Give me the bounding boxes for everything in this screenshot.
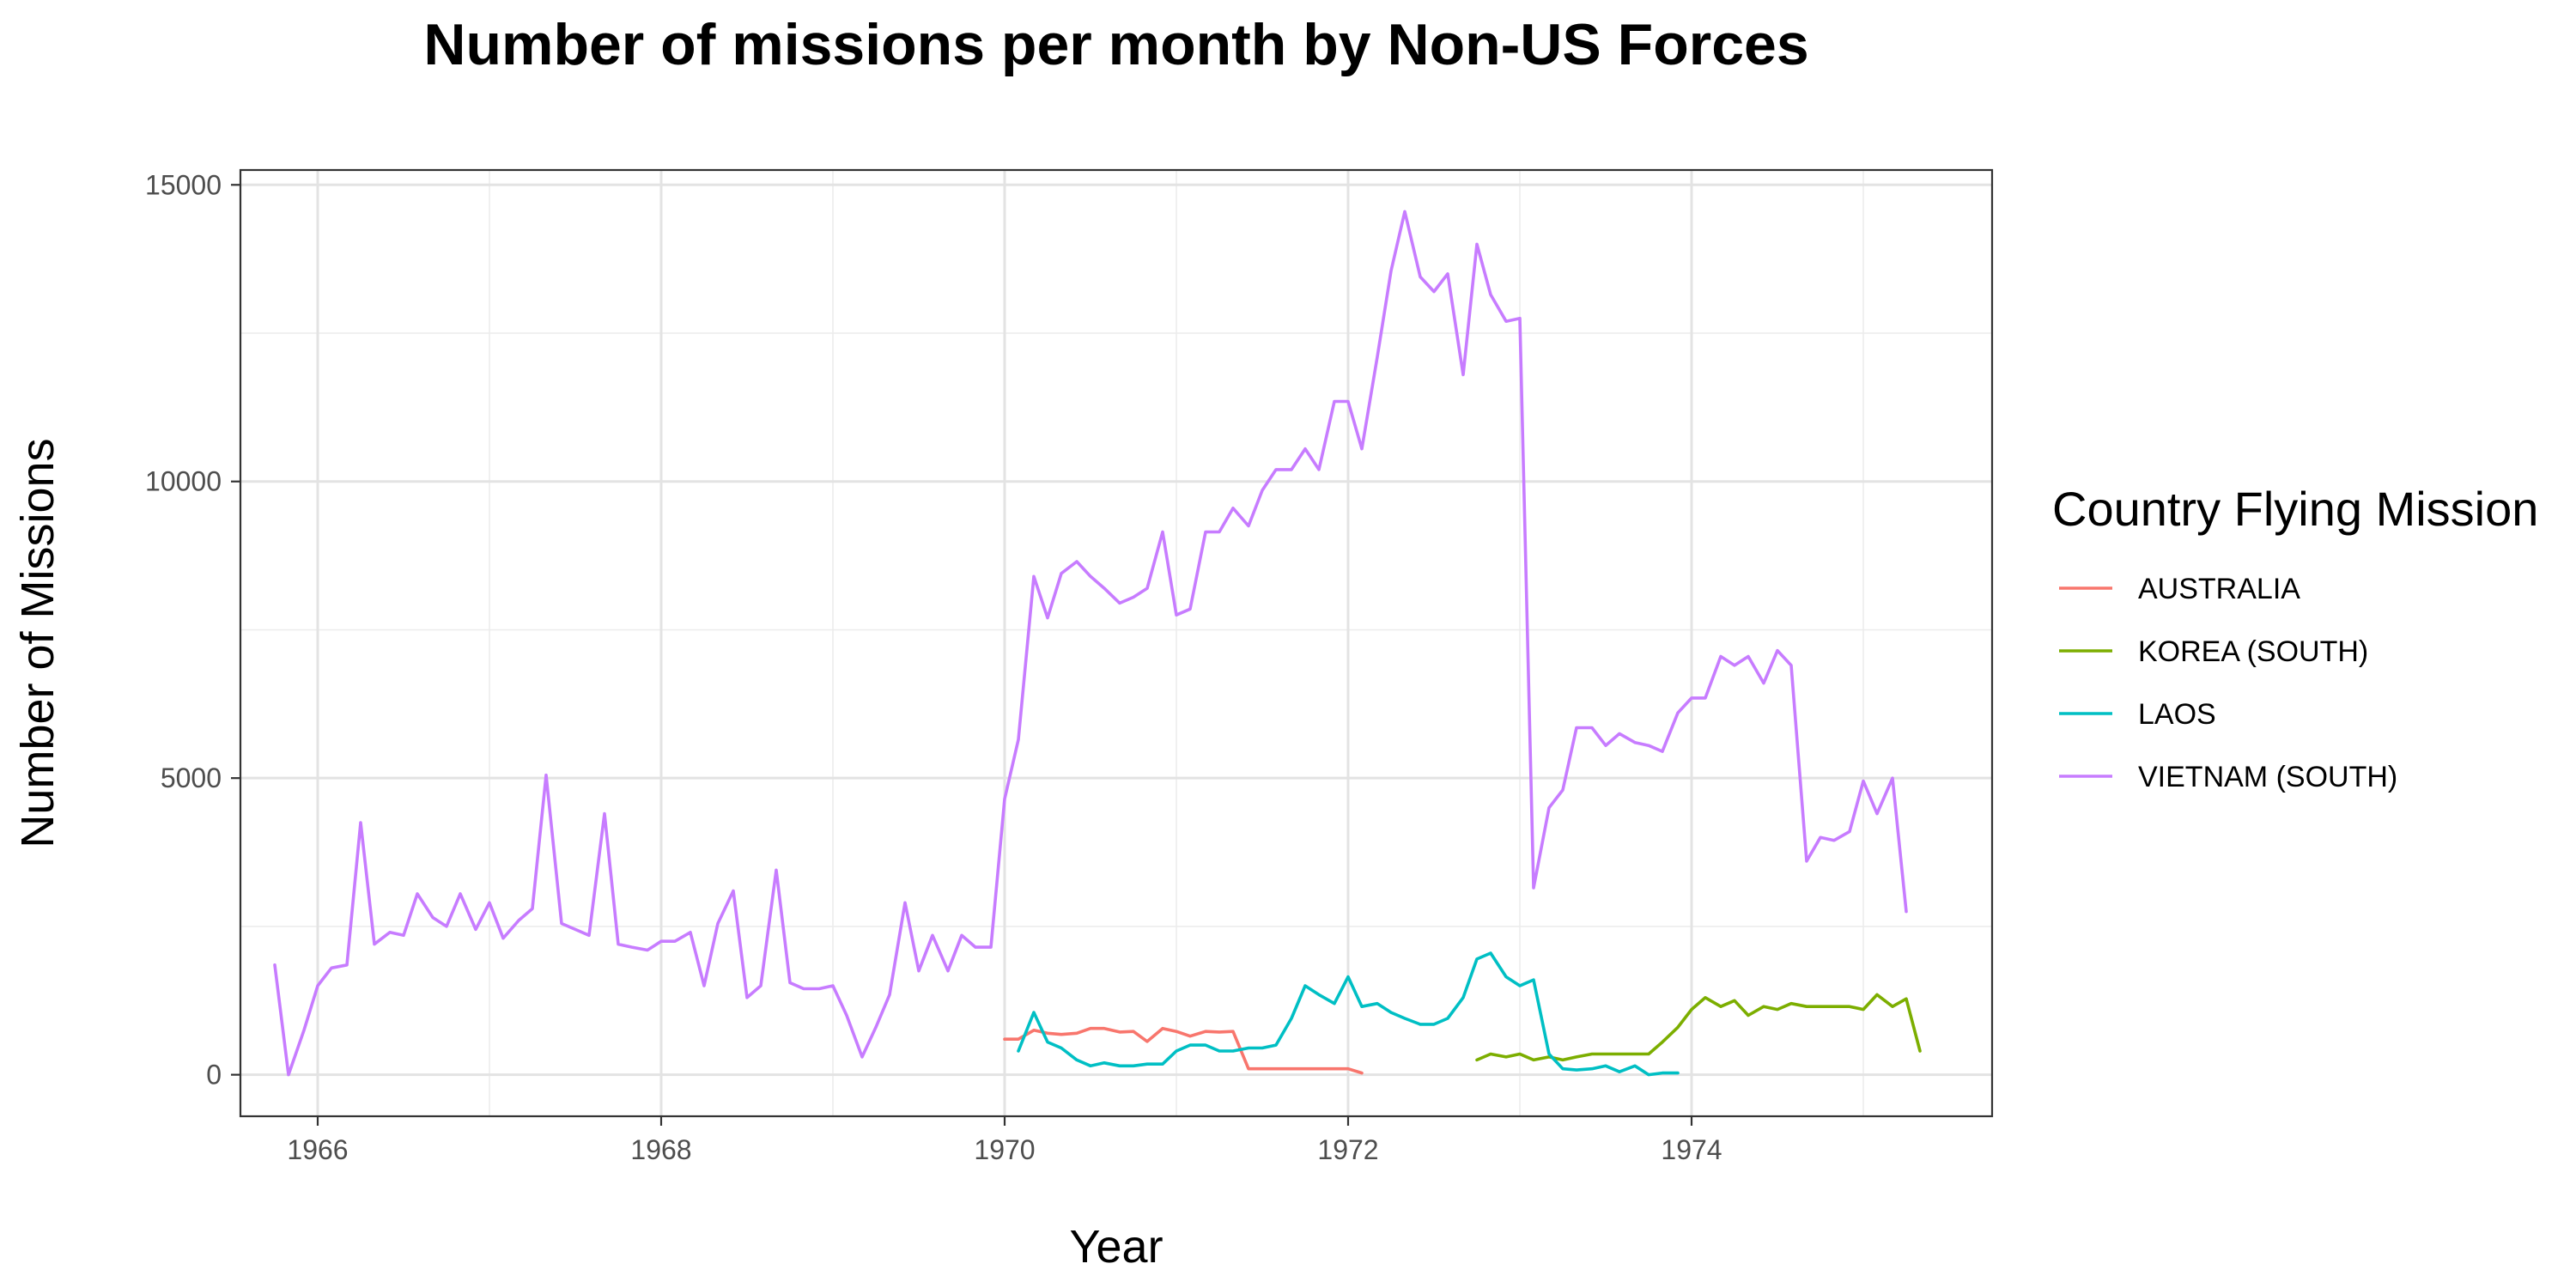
x-tick-label: 1968 (630, 1134, 691, 1165)
series-layer (273, 210, 1922, 1077)
y-tick-label: 15000 (145, 169, 222, 200)
legend-item: LAOS (2059, 698, 2216, 731)
x-axis: 1966 1968 1970 1972 1974 (287, 1116, 1722, 1165)
x-tick-label: 1972 (1317, 1134, 1378, 1165)
legend-items: AUSTRALIA KOREA (SOUTH) LAOS VIETNAM (SOUTH… (2059, 573, 2397, 793)
y-tick-label: 5000 (161, 762, 222, 793)
legend-label: LAOS (2138, 698, 2216, 731)
y-axis: 0 5000 10000 15000 (145, 169, 240, 1091)
legend-label: VIETNAM (SOUTH) (2138, 761, 2397, 793)
y-tick-label: 0 (206, 1060, 222, 1091)
x-axis-title: Year (1069, 1221, 1163, 1273)
series-line-australia (1003, 1026, 1364, 1075)
legend-label: KOREA (SOUTH) (2138, 635, 2368, 668)
y-tick-label: 10000 (145, 466, 222, 497)
x-tick-label: 1966 (287, 1134, 348, 1165)
chart-title: Number of missions per month by Non-US F… (423, 12, 1808, 77)
x-tick-label: 1970 (974, 1134, 1035, 1165)
y-axis-title: Number of Missions (12, 438, 64, 848)
legend-item: AUSTRALIA (2059, 573, 2300, 605)
legend: Country Flying Mission AUSTRALIA KOREA (S… (2052, 482, 2538, 793)
series-line-laos (1017, 951, 1680, 1077)
legend-item: KOREA (SOUTH) (2059, 635, 2368, 668)
series-line-vietnam-south (273, 210, 1908, 1077)
x-tick-label: 1974 (1661, 1134, 1722, 1165)
plot-frame (239, 168, 1994, 1118)
major-gridlines (240, 170, 1992, 1116)
legend-title: Country Flying Mission (2052, 482, 2538, 536)
legend-item: VIETNAM (SOUTH) (2059, 761, 2397, 793)
legend-label: AUSTRALIA (2138, 573, 2300, 605)
